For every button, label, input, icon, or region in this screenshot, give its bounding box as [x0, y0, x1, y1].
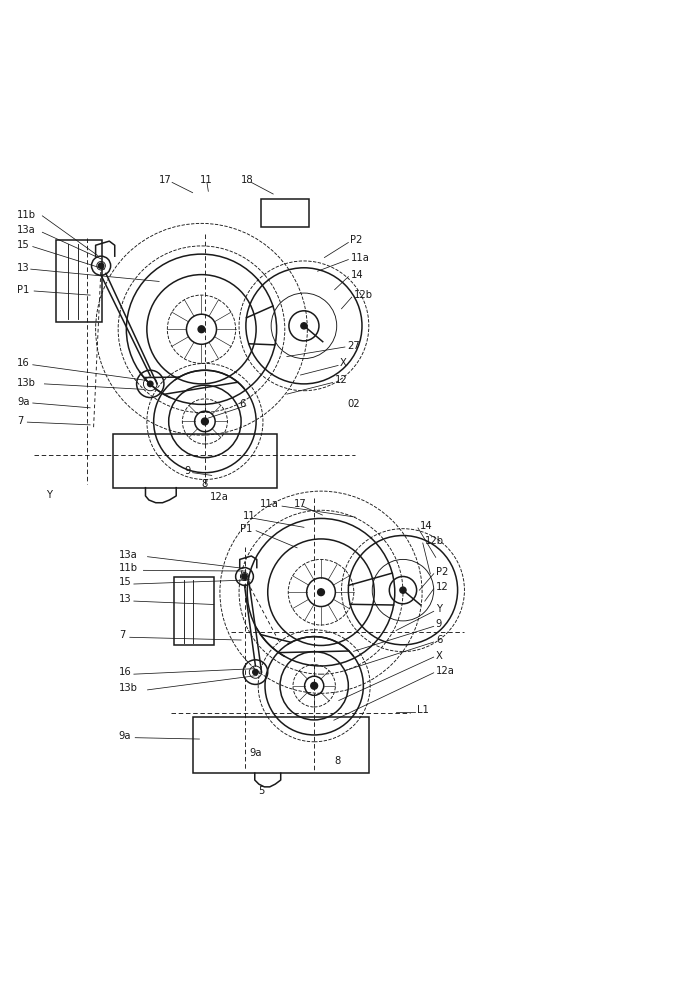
Text: 9: 9 — [184, 466, 191, 476]
Circle shape — [253, 669, 258, 675]
Text: Y: Y — [46, 490, 53, 500]
Text: 11: 11 — [200, 175, 213, 185]
Text: 9a: 9a — [17, 397, 29, 407]
Bar — [193, 717, 369, 773]
Text: 12a: 12a — [210, 492, 229, 502]
Text: 13b: 13b — [17, 378, 36, 388]
Text: 14: 14 — [420, 521, 432, 531]
Text: 14: 14 — [350, 270, 363, 280]
Text: 13b: 13b — [119, 683, 138, 693]
Bar — [174, 577, 214, 645]
Text: 9a: 9a — [119, 731, 131, 741]
Text: L1: L1 — [417, 705, 428, 715]
Text: 6: 6 — [239, 399, 245, 409]
Text: X: X — [436, 651, 443, 661]
Text: 17: 17 — [294, 499, 307, 509]
Circle shape — [311, 682, 318, 689]
Circle shape — [400, 587, 406, 593]
Text: 27: 27 — [347, 341, 360, 351]
Text: 8: 8 — [201, 479, 208, 489]
Text: 18: 18 — [241, 175, 253, 185]
Circle shape — [98, 263, 104, 268]
Text: 17: 17 — [158, 175, 171, 185]
Text: P2: P2 — [350, 235, 363, 245]
Circle shape — [198, 326, 205, 333]
Text: 13a: 13a — [119, 550, 137, 560]
Circle shape — [148, 381, 153, 387]
Text: 13: 13 — [17, 263, 29, 273]
Bar — [261, 199, 309, 227]
Text: P1: P1 — [240, 524, 253, 534]
Text: 02: 02 — [347, 399, 359, 409]
Text: P1: P1 — [17, 285, 29, 295]
Text: 15: 15 — [119, 577, 132, 587]
Text: 7: 7 — [119, 630, 125, 640]
Bar — [113, 434, 277, 488]
Text: 16: 16 — [17, 358, 30, 368]
Text: 7: 7 — [17, 416, 23, 426]
Text: 9: 9 — [436, 619, 442, 629]
Circle shape — [301, 323, 307, 329]
Text: 12: 12 — [335, 375, 348, 385]
Text: 12b: 12b — [354, 290, 373, 300]
Text: 11: 11 — [242, 511, 255, 521]
Bar — [56, 240, 102, 322]
Text: 16: 16 — [119, 667, 132, 677]
Text: 8: 8 — [335, 756, 341, 766]
Text: 11a: 11a — [350, 253, 370, 263]
Text: 11b: 11b — [119, 563, 138, 573]
Text: 13: 13 — [119, 594, 131, 604]
Circle shape — [242, 574, 247, 579]
Text: 12b: 12b — [425, 536, 444, 546]
Circle shape — [201, 418, 208, 425]
Text: 9a: 9a — [249, 748, 262, 758]
Text: P2: P2 — [436, 567, 448, 577]
Text: 15: 15 — [17, 240, 30, 250]
Text: 13a: 13a — [17, 225, 36, 235]
Circle shape — [318, 589, 324, 596]
Text: X: X — [340, 358, 347, 368]
Text: 12: 12 — [436, 582, 449, 592]
Text: 12a: 12a — [436, 666, 455, 676]
Text: Y: Y — [436, 604, 442, 614]
Text: 5: 5 — [258, 786, 264, 796]
Text: 11a: 11a — [260, 499, 279, 509]
Text: 11b: 11b — [17, 210, 36, 220]
Text: 6: 6 — [436, 635, 442, 645]
